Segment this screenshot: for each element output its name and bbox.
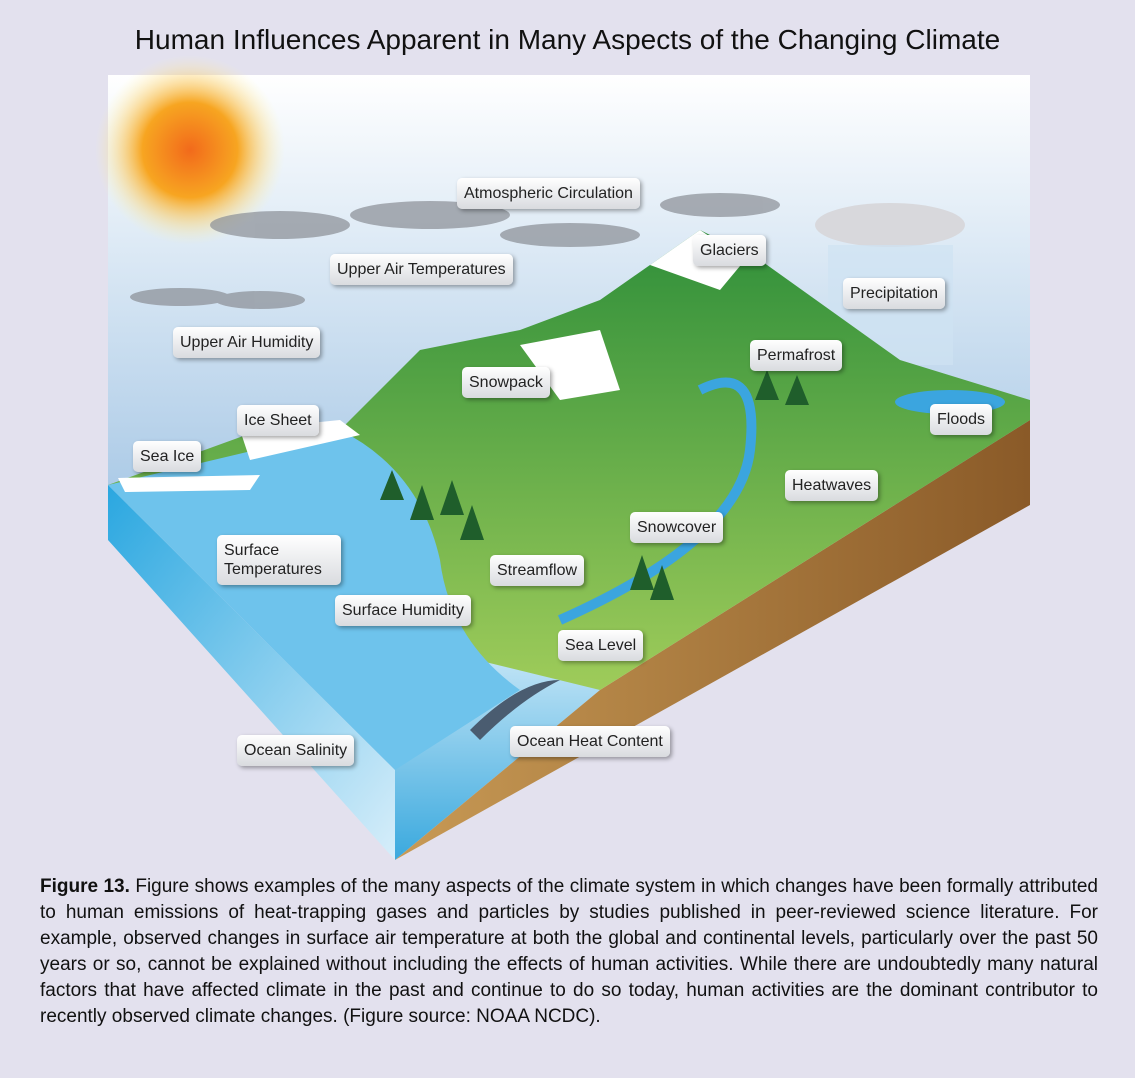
label: Sea Ice (133, 441, 202, 472)
label: Upper Air Temperatures (330, 254, 513, 285)
label: Ice Sheet (237, 405, 319, 436)
figure-label: Figure 13. (40, 876, 130, 897)
label: Streamflow (490, 555, 585, 586)
label: Ocean Heat Content (510, 726, 670, 757)
label: Heatwaves (785, 470, 879, 501)
label: Sea Level (558, 630, 644, 661)
label: Surface Humidity (335, 595, 471, 626)
caption: Figure 13. Figure shows examples of the … (40, 874, 1098, 1030)
label: Glaciers (693, 235, 766, 266)
label: Permafrost (750, 340, 843, 371)
label: Upper Air Humidity (173, 327, 321, 358)
footer-strip (0, 1078, 1135, 1085)
caption-text: Figure shows examples of the many aspect… (40, 876, 1098, 1027)
label: Snowpack (462, 367, 550, 398)
label: Snowcover (630, 512, 724, 543)
label: Ocean Salinity (237, 735, 355, 766)
label: Atmospheric Circulation (457, 178, 640, 209)
label: Precipitation (843, 278, 946, 309)
title: Human Influences Apparent in Many Aspect… (134, 24, 1001, 55)
label: Surface Temperatures (217, 535, 341, 585)
label: Floods (930, 404, 993, 435)
